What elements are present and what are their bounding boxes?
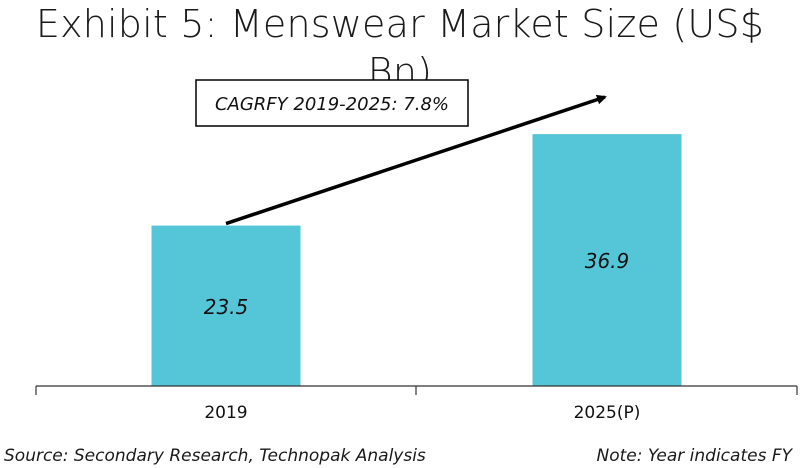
year-note: Note: Year indicates FY xyxy=(596,446,792,466)
annotation-box xyxy=(195,79,469,127)
cagr-annotation: CAGRFY 2019-2025: 7.8% xyxy=(195,79,607,226)
bar-chart: 23.5 36.9 2019 2025(P) CAGRFY 2019-2025: 7… xyxy=(35,79,798,423)
bar-2019 xyxy=(151,225,301,386)
x-axis: 2019 2025(P) xyxy=(35,385,798,423)
bar-value-label: 23.5 xyxy=(204,295,249,319)
x-tick-label: 2025(P) xyxy=(574,403,641,423)
source-note: Source: Secondary Research, Technopak An… xyxy=(4,446,426,466)
annotation-text: CAGRFY 2019-2025: 7.8% xyxy=(215,94,449,115)
x-tick-label: 2019 xyxy=(204,403,247,423)
bar-2025(P) xyxy=(532,134,682,386)
bar-value-label: 36.9 xyxy=(585,249,630,273)
bars-layer: 23.5 36.9 xyxy=(151,134,682,386)
cagr-arrow xyxy=(225,94,607,226)
chart-title: Exhibit 5: Menswear Market Size (US$ Bn) xyxy=(35,2,765,94)
